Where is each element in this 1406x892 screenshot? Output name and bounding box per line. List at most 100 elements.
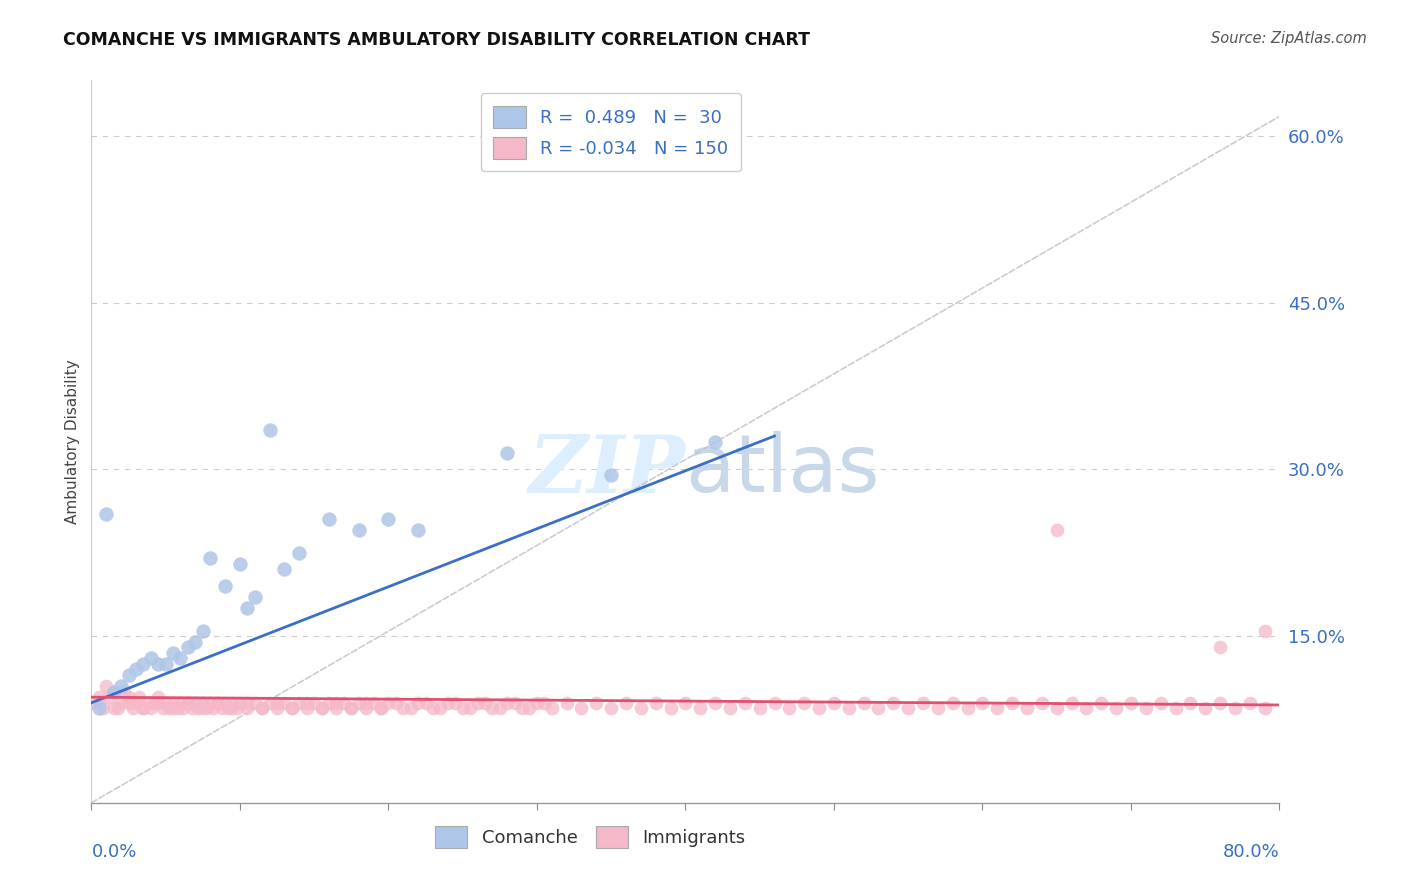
Point xyxy=(103,684,125,698)
Point xyxy=(600,701,623,715)
Point xyxy=(191,701,214,715)
Point xyxy=(207,696,229,710)
Point xyxy=(172,701,194,715)
Text: Source: ZipAtlas.com: Source: ZipAtlas.com xyxy=(1211,31,1367,46)
Point xyxy=(333,696,356,710)
Point xyxy=(868,701,890,715)
Point xyxy=(191,696,214,710)
Point xyxy=(540,701,562,715)
Point xyxy=(377,512,399,526)
Text: 0.0%: 0.0% xyxy=(91,843,136,861)
Point xyxy=(107,701,129,715)
Point xyxy=(273,562,295,576)
Point xyxy=(96,679,118,693)
Point xyxy=(555,696,578,710)
Point xyxy=(385,696,408,710)
Point xyxy=(191,624,214,638)
Point xyxy=(122,701,145,715)
Point xyxy=(763,696,786,710)
Point xyxy=(852,696,875,710)
Point xyxy=(288,546,311,560)
Point xyxy=(236,701,259,715)
Point xyxy=(103,701,125,715)
Point xyxy=(128,690,150,705)
Point xyxy=(1135,701,1157,715)
Point xyxy=(266,701,288,715)
Point xyxy=(87,701,110,715)
Point xyxy=(311,701,333,715)
Point xyxy=(110,696,132,710)
Y-axis label: Ambulatory Disability: Ambulatory Disability xyxy=(65,359,80,524)
Point xyxy=(436,696,458,710)
Point xyxy=(927,701,949,715)
Point xyxy=(243,696,266,710)
Point xyxy=(1046,524,1069,538)
Point xyxy=(630,701,652,715)
Point xyxy=(181,701,204,715)
Point xyxy=(526,696,548,710)
Point xyxy=(200,551,222,566)
Point xyxy=(354,696,377,710)
Point xyxy=(236,696,259,710)
Point xyxy=(748,701,770,715)
Point xyxy=(110,679,132,693)
Point xyxy=(340,701,363,715)
Point xyxy=(202,701,225,715)
Point xyxy=(1105,701,1128,715)
Point xyxy=(1046,701,1069,715)
Point xyxy=(112,684,135,698)
Text: ZIP: ZIP xyxy=(529,432,685,509)
Point xyxy=(503,696,526,710)
Point xyxy=(152,701,174,715)
Point xyxy=(370,701,392,715)
Point xyxy=(229,557,252,571)
Point xyxy=(117,690,139,705)
Point xyxy=(98,690,121,705)
Point xyxy=(229,696,252,710)
Point xyxy=(1149,696,1171,710)
Point xyxy=(311,701,333,715)
Point xyxy=(704,696,727,710)
Point xyxy=(571,701,593,715)
Point xyxy=(221,701,243,715)
Point xyxy=(96,507,118,521)
Point xyxy=(340,701,363,715)
Point xyxy=(600,467,623,482)
Point xyxy=(318,696,340,710)
Point xyxy=(496,445,519,459)
Point xyxy=(136,696,159,710)
Point xyxy=(103,684,125,698)
Point xyxy=(1031,696,1053,710)
Point xyxy=(281,701,304,715)
Point xyxy=(347,524,370,538)
Point xyxy=(236,601,259,615)
Point xyxy=(1001,696,1024,710)
Point xyxy=(187,701,209,715)
Point xyxy=(139,651,162,665)
Point xyxy=(1223,701,1246,715)
Point xyxy=(1119,696,1142,710)
Point xyxy=(177,696,200,710)
Point xyxy=(808,701,831,715)
Point xyxy=(195,701,218,715)
Point xyxy=(226,701,249,715)
Point xyxy=(510,701,533,715)
Text: 80.0%: 80.0% xyxy=(1223,843,1279,861)
Point xyxy=(1194,701,1216,715)
Point xyxy=(148,657,170,671)
Point xyxy=(80,696,103,710)
Point xyxy=(162,696,184,710)
Point xyxy=(488,701,510,715)
Point xyxy=(533,696,555,710)
Point xyxy=(451,701,474,715)
Point xyxy=(1209,696,1232,710)
Point xyxy=(169,651,191,665)
Point xyxy=(972,696,994,710)
Point xyxy=(519,701,541,715)
Point xyxy=(139,701,162,715)
Point xyxy=(132,701,155,715)
Point xyxy=(911,696,934,710)
Point xyxy=(155,696,177,710)
Point xyxy=(166,701,188,715)
Point xyxy=(1253,624,1275,638)
